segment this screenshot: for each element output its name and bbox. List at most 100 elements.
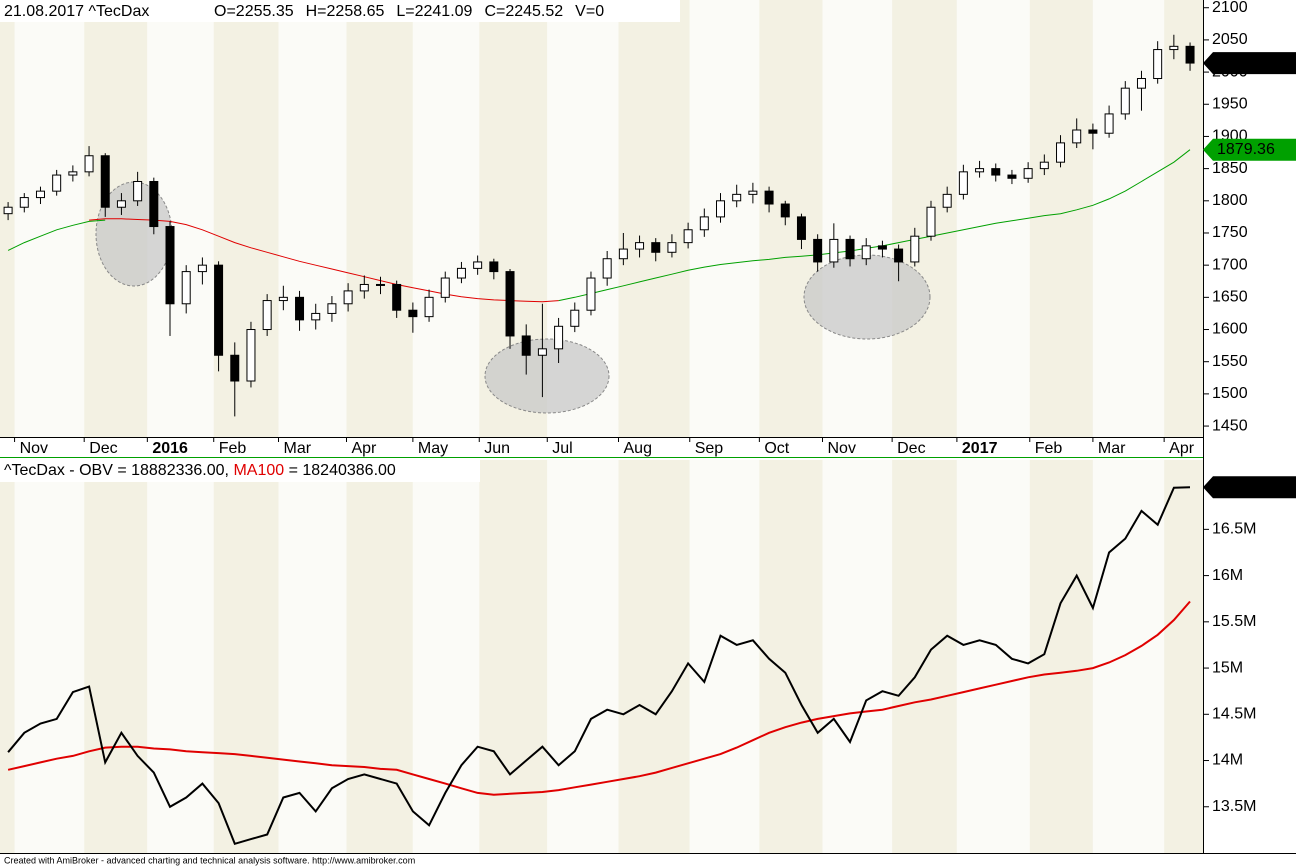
ellipse	[484, 338, 610, 414]
candle-body	[52, 174, 62, 192]
readout: O=2255.35 H=2258.65 L=2241.09 C=2245.52 V=0	[214, 3, 604, 20]
candle-body	[635, 242, 645, 250]
x-tick-label: Oct	[764, 440, 789, 457]
month-stripe	[892, 460, 957, 853]
ma-legend: MA100	[233, 462, 284, 479]
x-tick-label: May	[418, 440, 448, 457]
candle-body	[1072, 129, 1082, 144]
candle-body	[311, 312, 321, 321]
ma-readout: = 18240386.00	[289, 462, 396, 479]
y-tick-label: 1800	[1212, 192, 1248, 209]
candle-body	[1056, 142, 1066, 163]
candle-body	[554, 325, 564, 350]
candle-body	[958, 171, 968, 195]
month-stripe	[822, 460, 893, 853]
candle-body	[505, 271, 515, 337]
y-tick-label: 1550	[1212, 353, 1248, 370]
candle-body	[278, 296, 288, 302]
candle-body	[35, 190, 45, 199]
readout-item: C=2245.52	[484, 3, 563, 20]
candle-body	[991, 168, 1001, 176]
x-tick-label: Dec	[89, 440, 117, 457]
candle-body	[1039, 161, 1049, 170]
month-stripe	[14, 460, 85, 853]
month-stripe	[1164, 460, 1203, 853]
value-tag	[1203, 476, 1296, 499]
candle-body	[829, 238, 839, 263]
x-tick-label: Jun	[484, 440, 510, 457]
month-stripe	[479, 460, 548, 853]
candle-body	[748, 190, 758, 195]
month-stripe	[1029, 0, 1093, 437]
x-tick-label: Feb	[1035, 440, 1063, 457]
candle-body	[1023, 168, 1033, 179]
candle-body	[1136, 78, 1146, 89]
candle-body	[327, 303, 337, 314]
candle-body	[424, 296, 434, 318]
y-tick-label: 2050	[1212, 31, 1248, 48]
line-series	[7, 600, 1191, 796]
month-stripe	[0, 0, 15, 437]
candle-body	[845, 238, 855, 260]
x-tick-label: Dec	[897, 440, 925, 457]
footer: Created with AmiBroker - advanced charti…	[4, 855, 415, 865]
y-tick-label: 16.5M	[1212, 521, 1256, 538]
line-series	[7, 486, 1191, 846]
header-bg	[0, 460, 480, 482]
x-tick-label: Nov	[20, 440, 48, 457]
candle-body	[343, 290, 353, 305]
candle-body	[181, 271, 191, 305]
month-stripe	[618, 460, 690, 853]
month-stripe	[1092, 0, 1165, 437]
y-tick-label: 14M	[1212, 752, 1243, 769]
value-tag	[1203, 138, 1296, 161]
y-tick-label: 1850	[1212, 160, 1248, 177]
candle-body	[910, 235, 920, 263]
month-stripe	[759, 0, 823, 437]
candle-body	[1007, 174, 1017, 179]
marks	[3, 34, 1195, 846]
candle-body	[732, 193, 742, 202]
candle-body	[699, 216, 709, 231]
candle-body	[84, 155, 94, 173]
candle-body	[975, 168, 985, 173]
line-series	[89, 218, 559, 303]
candle-body	[408, 309, 418, 318]
ellipse	[803, 254, 931, 340]
candle-body	[1088, 129, 1098, 134]
y-tick-label: 1650	[1212, 289, 1248, 306]
candle-body	[586, 277, 596, 311]
month-stripe	[278, 460, 347, 853]
candle-body	[197, 264, 207, 273]
candle-body	[877, 245, 887, 250]
top-title: 21.08.2017 ^TecDax	[4, 3, 149, 20]
candle-body	[440, 277, 450, 298]
candle-body	[764, 190, 774, 205]
candle-body	[68, 171, 78, 176]
month-stripe	[346, 0, 413, 437]
month-stripe	[213, 0, 279, 437]
month-stripe	[1092, 460, 1165, 853]
candle-body	[521, 335, 531, 356]
x-tick-label: Aug	[624, 440, 652, 457]
candle-body	[116, 200, 126, 208]
month-stripe	[412, 460, 480, 853]
candle-body	[262, 300, 272, 331]
candle-body	[813, 238, 823, 263]
candle-body	[133, 180, 143, 202]
month-stripe	[618, 0, 690, 437]
bottom-title: ^TecDax - OBV = 18882336.00, MA100 = 182…	[4, 462, 396, 479]
month-stripe	[1164, 0, 1203, 437]
y-tick-label: 1500	[1212, 385, 1248, 402]
candle-body	[1104, 113, 1114, 134]
y-tick-label: 2100	[1212, 0, 1248, 16]
candle-body	[230, 354, 240, 382]
obv-title: ^TecDax - OBV = 18882336.00,	[4, 462, 229, 479]
x-tick-label: Jul	[552, 440, 572, 457]
value-tag	[1203, 52, 1296, 75]
month-stripe	[84, 460, 148, 853]
y-tick-label: 15M	[1212, 659, 1243, 676]
candle-body	[618, 248, 628, 260]
candle-body	[1153, 49, 1163, 80]
month-stripe	[412, 0, 480, 437]
